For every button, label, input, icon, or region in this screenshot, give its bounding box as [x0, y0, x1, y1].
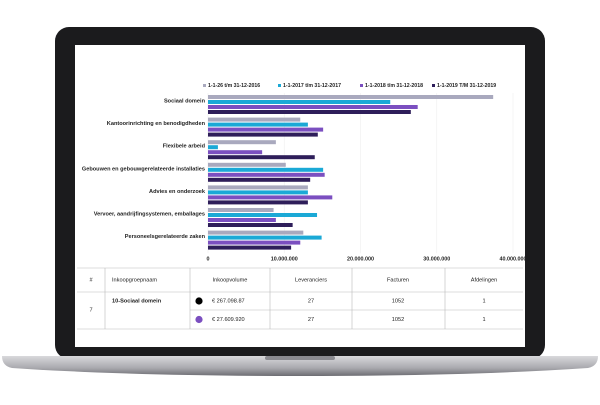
bar [208, 195, 333, 200]
cell: 1 [482, 317, 485, 323]
bar [208, 105, 418, 109]
bar [208, 218, 276, 222]
y-tick-label: Gebouwen en gebouwgerelateerde installat… [82, 166, 205, 172]
bar [208, 240, 301, 245]
chart: 0 10.000.000 20.000.000 30.000.000 40.000.00… [82, 83, 527, 262]
bar [208, 122, 308, 127]
y-tick-label: Advies en onderzoek [149, 189, 206, 195]
bar [208, 200, 308, 205]
bar [208, 177, 311, 182]
legend-label: 1-1-2019 T/M 31-12-2019 [437, 83, 496, 89]
cell: € 27.609.920 [212, 317, 245, 323]
laptop-base [2, 356, 598, 376]
table-header: Inkoopvolume [213, 277, 248, 283]
cell: 1 [482, 298, 485, 304]
bar [208, 208, 274, 212]
y-tick-label: Personeelsgerelateerde zaken [125, 234, 206, 240]
bar [208, 245, 292, 250]
table-header: Leveranciers [295, 277, 327, 283]
bar [208, 162, 286, 167]
y-tick-label: Kantoorinrichting en benodigdheden [107, 121, 206, 127]
legend-label: 1-1-2018 t/m 31-12-2018 [365, 83, 423, 89]
bar [208, 190, 308, 195]
cell: 1052 [392, 317, 404, 323]
table-header: Afdelingen [471, 277, 497, 283]
bar [208, 145, 218, 150]
bar [208, 140, 276, 145]
x-tick-label: 10.000.000 [271, 257, 298, 263]
legend-swatch [432, 84, 435, 87]
table-header: Inkoopgroepnaam [112, 277, 157, 283]
x-tick-label: 40.000.000 [500, 257, 527, 263]
legend-swatch [360, 84, 363, 87]
legend-label: 1-1-26 t/m 31-12-2016 [208, 83, 260, 89]
row-name: 10-Sociaal domein [112, 298, 162, 304]
bar [208, 230, 304, 235]
table: # Inkoopgroepnaam Inkoopvolume Leveranci… [77, 267, 523, 330]
bar [208, 150, 263, 155]
bar [208, 185, 308, 190]
bar [208, 167, 324, 172]
bar [208, 117, 301, 122]
bar [208, 213, 318, 217]
bar [208, 95, 494, 99]
x-tick-label: 30.000.000 [423, 257, 450, 263]
legend-swatch [278, 84, 281, 87]
cell: 1052 [392, 298, 404, 304]
bar [208, 235, 322, 240]
y-tick-label: Flexibele arbeid [163, 144, 206, 150]
bar [208, 127, 324, 132]
cell: 27 [308, 298, 314, 304]
bar [208, 155, 315, 160]
y-tick-label: Sociaal domein [164, 98, 206, 104]
x-tick-label: 20.000.000 [347, 257, 374, 263]
bar [208, 172, 325, 177]
bar [208, 132, 318, 137]
laptop-notch [265, 356, 335, 360]
bar [208, 110, 411, 114]
legend-label: 1-1-2017 t/m 31-12-2017 [283, 83, 341, 89]
cell: € 267.098.87 [212, 298, 245, 304]
row-number: 7 [89, 307, 92, 313]
dot [195, 315, 203, 324]
x-tick-label: 0 [207, 257, 210, 263]
table-header: Facturen [387, 277, 409, 283]
dot [195, 297, 203, 305]
table-header: # [89, 277, 93, 283]
bar [208, 223, 293, 227]
cell: 27 [308, 317, 314, 323]
bar [208, 100, 391, 104]
y-tick-label: Vervoer, aandrijfingsystemen, emballages [94, 211, 205, 217]
legend-swatch [203, 84, 206, 87]
